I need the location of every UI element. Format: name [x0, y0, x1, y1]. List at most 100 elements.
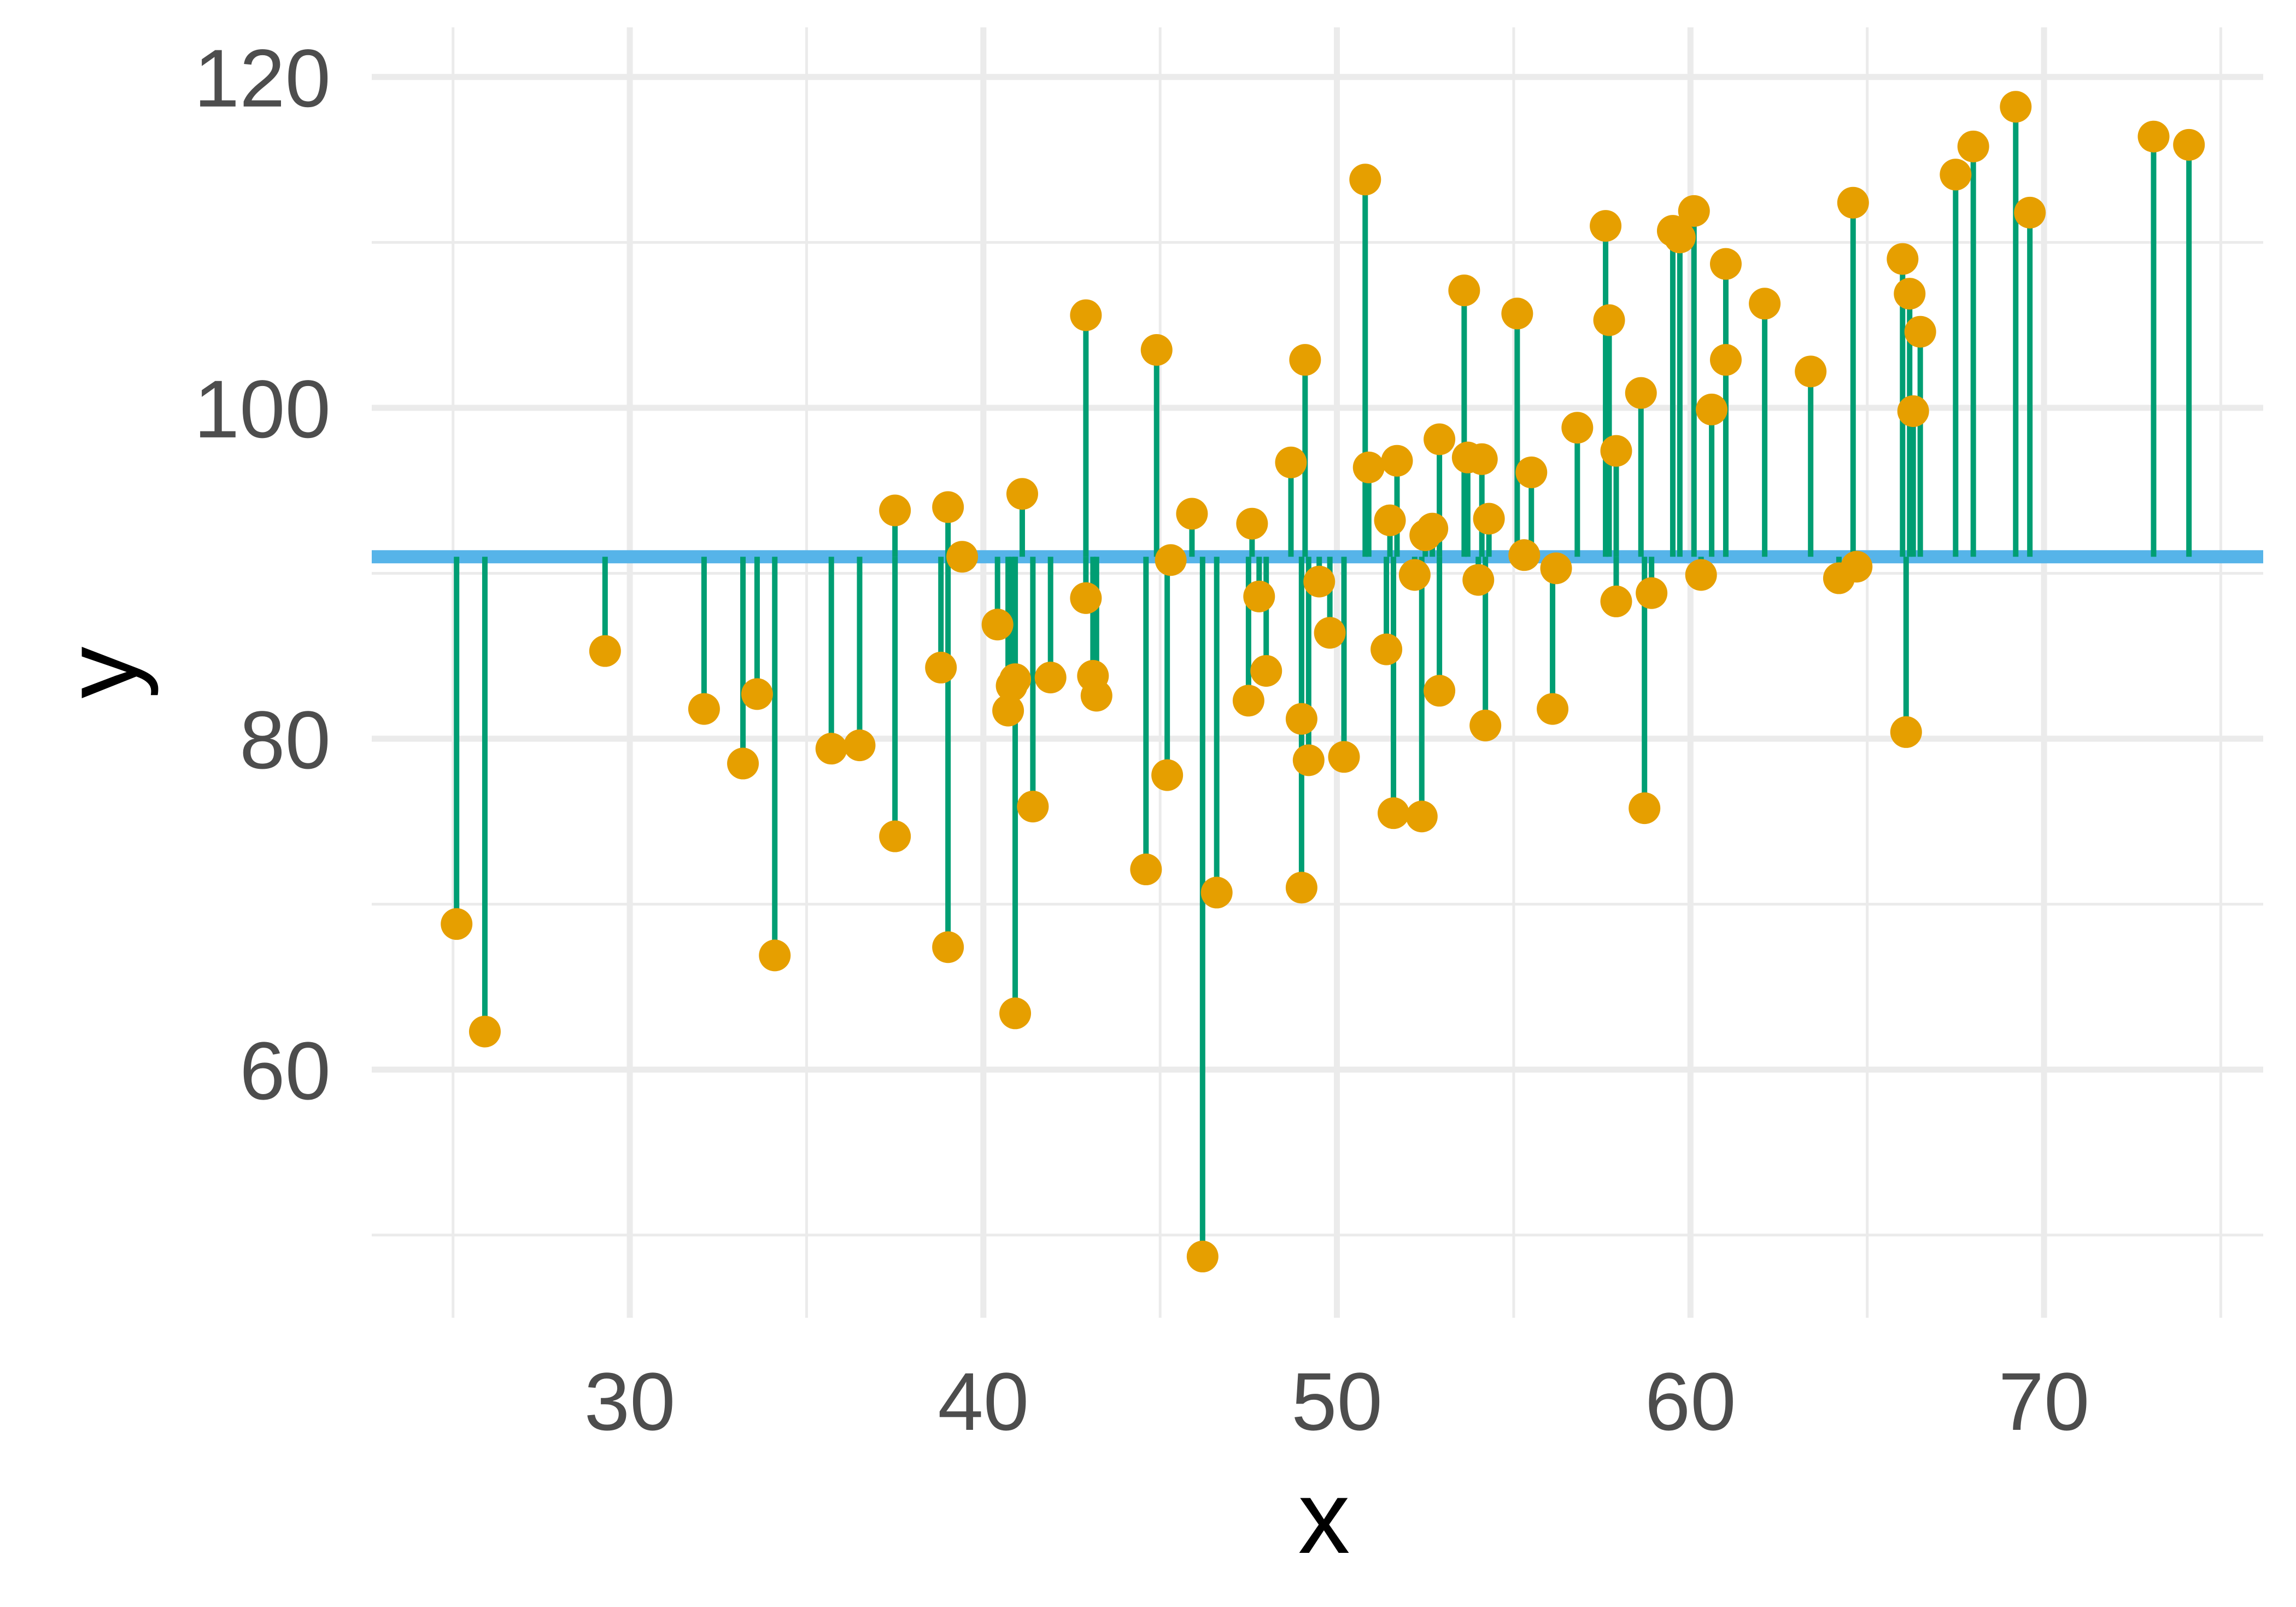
data-point — [1140, 334, 1173, 366]
data-point — [1685, 559, 1717, 591]
data-point — [1370, 633, 1403, 665]
data-point — [1590, 210, 1622, 242]
data-point — [1070, 582, 1102, 614]
data-point — [1515, 456, 1548, 488]
data-point — [1561, 412, 1594, 444]
data-point — [1034, 662, 1067, 694]
data-point — [1176, 498, 1208, 530]
data-point — [1469, 709, 1502, 741]
data-point — [1314, 617, 1346, 649]
data-point — [1904, 315, 1936, 348]
data-point — [1841, 551, 1873, 583]
data-point — [1250, 655, 1282, 687]
data-point — [879, 494, 911, 527]
data-point — [688, 693, 720, 725]
data-point — [1894, 278, 1926, 310]
data-point — [468, 1015, 501, 1048]
data-point — [1600, 585, 1632, 617]
data-point — [1508, 539, 1541, 571]
data-point — [999, 997, 1032, 1030]
data-point — [1398, 559, 1431, 591]
x-tick-label: 50 — [1291, 1355, 1383, 1447]
data-point — [1473, 502, 1505, 535]
data-point — [1200, 876, 1233, 909]
data-point — [1625, 377, 1657, 409]
data-point — [1593, 304, 1625, 336]
data-point — [815, 733, 847, 765]
data-point — [1540, 552, 1572, 585]
data-point — [1600, 435, 1632, 467]
data-point — [727, 747, 759, 780]
data-point — [1285, 872, 1317, 904]
y-tick-label: 80 — [239, 694, 331, 786]
data-point — [992, 694, 1024, 727]
data-point — [999, 663, 1032, 696]
data-point — [1448, 274, 1480, 307]
data-point — [1303, 565, 1336, 598]
data-point — [1285, 703, 1317, 735]
data-point — [1897, 395, 1929, 427]
data-point — [1664, 221, 1696, 254]
data-point — [1151, 759, 1184, 791]
data-point — [1378, 797, 1410, 829]
data-point — [1232, 685, 1264, 717]
data-point — [1352, 451, 1385, 483]
data-point — [1749, 288, 1781, 320]
data-point — [1006, 478, 1038, 510]
data-point — [1537, 693, 1569, 725]
x-tick-label: 30 — [584, 1355, 676, 1447]
x-axis-title: x — [1298, 1459, 1350, 1575]
data-point — [1186, 1241, 1219, 1273]
data-point — [1957, 130, 1989, 162]
data-point — [1405, 800, 1438, 833]
data-point — [1349, 163, 1381, 196]
data-point — [1017, 791, 1049, 823]
data-point — [1887, 243, 1919, 275]
data-point — [1424, 675, 1456, 707]
y-tick-label: 120 — [194, 32, 331, 124]
data-point — [2173, 128, 2205, 161]
data-point — [1328, 741, 1360, 773]
y-axis-title: y — [43, 647, 159, 699]
data-point — [1462, 564, 1495, 596]
data-point — [1696, 393, 1728, 425]
data-point — [1070, 299, 1102, 331]
data-point — [925, 651, 957, 683]
data-point — [1080, 680, 1112, 712]
data-point — [879, 820, 911, 852]
gridlines — [372, 27, 2263, 1318]
data-point — [1374, 504, 1406, 536]
data-point — [2014, 196, 2046, 229]
data-point — [844, 729, 876, 762]
data-point — [589, 635, 621, 667]
data-point — [1292, 744, 1325, 776]
data-point — [1890, 716, 1922, 748]
data-point — [2137, 120, 2170, 153]
data-point — [1236, 507, 1268, 540]
data-point — [1709, 248, 1742, 280]
x-tick-label: 40 — [938, 1355, 1029, 1447]
data-point — [1130, 854, 1162, 886]
data-point — [441, 908, 473, 940]
data-point — [946, 541, 979, 573]
data-point — [932, 491, 964, 523]
tick-labels: 30 40 50 60 70 60 80 100 120 — [194, 32, 2090, 1447]
data-point — [1629, 792, 1661, 825]
data-points — [441, 91, 2205, 1273]
data-point — [1837, 186, 1869, 219]
data-point — [1501, 297, 1533, 330]
data-point — [1243, 580, 1275, 612]
y-tick-label: 100 — [194, 363, 331, 455]
data-point — [2000, 91, 2032, 123]
data-point — [1678, 195, 1710, 227]
data-point — [1709, 344, 1742, 376]
data-point — [1289, 344, 1321, 376]
x-tick-label: 60 — [1645, 1355, 1736, 1447]
data-point — [1424, 423, 1456, 455]
data-point — [1381, 445, 1413, 477]
y-tick-label: 60 — [239, 1025, 331, 1117]
data-point — [1466, 443, 1498, 475]
data-point — [1416, 512, 1449, 545]
data-point — [1636, 577, 1668, 609]
